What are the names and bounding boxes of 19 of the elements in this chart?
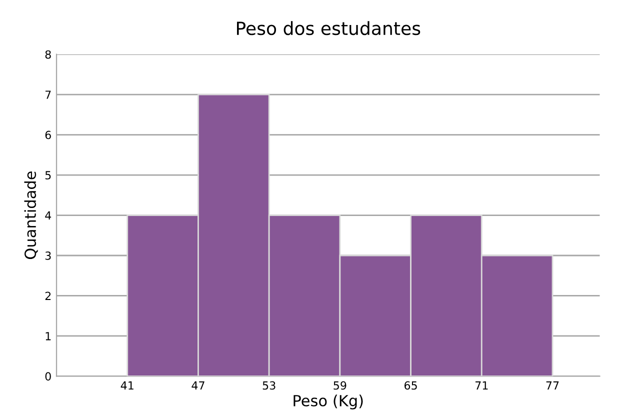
x-axis-title: Peso (Kg) (294, 394, 363, 410)
y-tick-label: 8 (45, 50, 51, 59)
y-axis-title: Quantidade (24, 172, 38, 259)
x-tick-label: 47 (192, 381, 204, 390)
x-tick-label: 71 (475, 381, 488, 390)
y-tick-label: 5 (45, 171, 51, 180)
y-tick-label: 2 (45, 292, 51, 300)
y-tick-label: 3 (45, 251, 51, 260)
x-tick-label: 77 (546, 381, 559, 390)
y-tick-label: 6 (45, 130, 51, 140)
x-tick-label: 41 (120, 381, 134, 390)
x-tick-label: 65 (404, 381, 417, 390)
y-tick-label: 1 (46, 332, 51, 340)
y-tick-label: 4 (45, 211, 52, 220)
x-tick-label: 59 (334, 381, 346, 390)
y-tick-label: 7 (46, 90, 51, 99)
x-tick-label: 53 (262, 381, 276, 390)
y-tick-label: 0 (45, 372, 51, 381)
chart-title: Peso dos estudantes (237, 21, 420, 36)
